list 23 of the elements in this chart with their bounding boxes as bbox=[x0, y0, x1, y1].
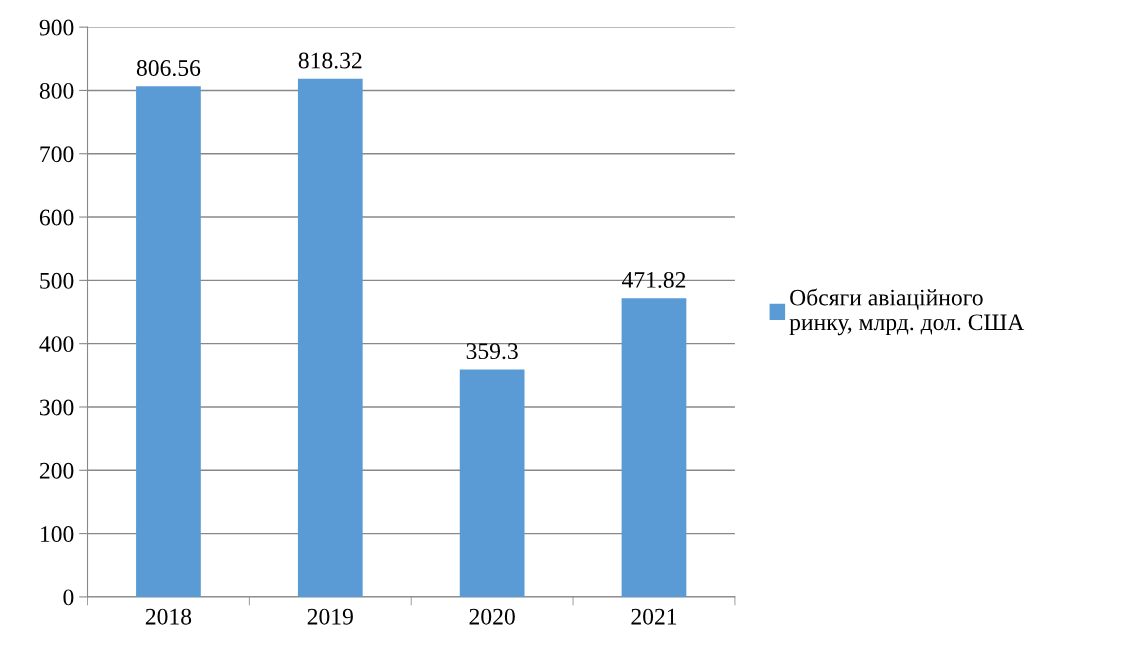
y-tick-label: 0 bbox=[63, 589, 74, 606]
data-label: 471.82 bbox=[621, 271, 686, 288]
data-label: 359.3 bbox=[466, 343, 518, 360]
y-tick-label: 400 bbox=[39, 336, 74, 353]
data-label: 818.32 bbox=[298, 52, 362, 69]
y-tick-label: 100 bbox=[40, 526, 74, 543]
bar bbox=[297, 78, 363, 597]
x-tick-label: 2019 bbox=[307, 608, 353, 625]
y-tick-label: 300 bbox=[40, 399, 74, 416]
data-label: 806.56 bbox=[136, 60, 201, 77]
bar bbox=[136, 86, 201, 597]
y-tick-label: 900 bbox=[39, 19, 74, 36]
y-tick-label: 800 bbox=[39, 82, 74, 99]
y-tick-label: 600 bbox=[39, 209, 74, 226]
y-tick-label: 500 bbox=[40, 272, 74, 289]
x-tick-label: 2020 bbox=[469, 608, 515, 625]
y-tick-label: 700 bbox=[40, 146, 74, 163]
legend-label: Обсяги авіаційного ринку, млрд. дол. США bbox=[789, 288, 1025, 336]
y-tick-label: 200 bbox=[39, 462, 74, 479]
bar bbox=[621, 298, 687, 597]
x-tick-label: 2018 bbox=[145, 608, 192, 625]
bar bbox=[459, 369, 525, 597]
x-tick-label: 2021 bbox=[631, 608, 677, 625]
